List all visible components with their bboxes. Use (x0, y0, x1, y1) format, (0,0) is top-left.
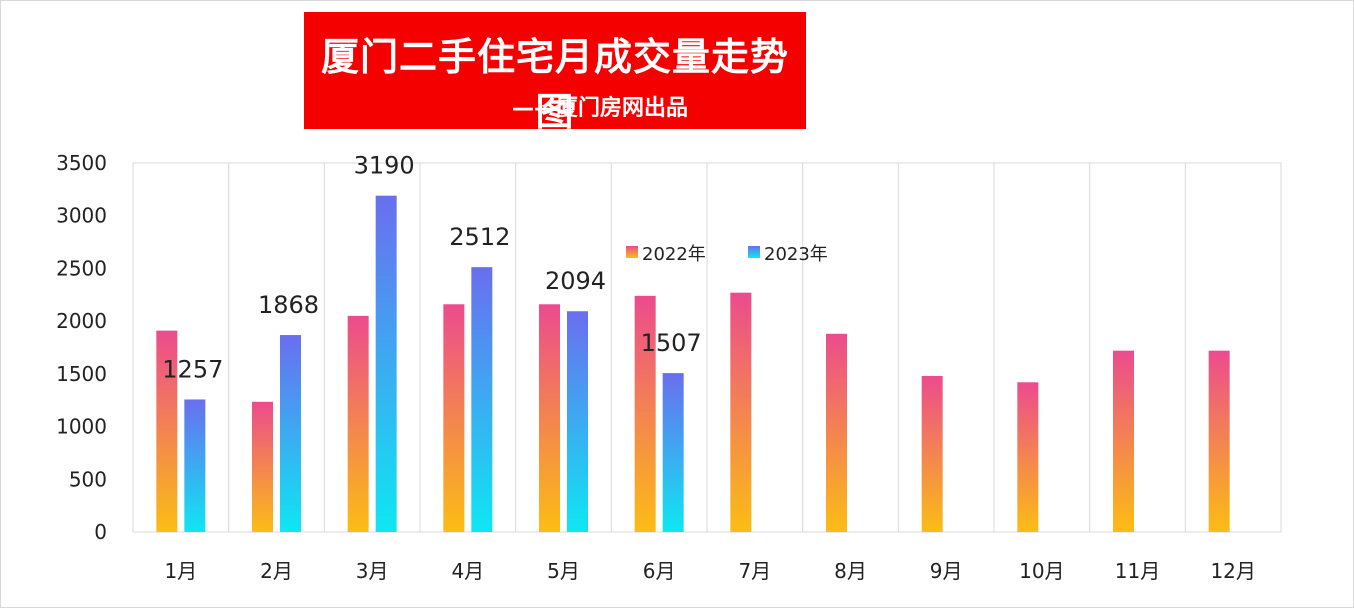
bar-2023 (375, 195, 397, 532)
x-tick-label: 12月 (1210, 559, 1255, 583)
y-tick-label: 3500 (56, 151, 107, 175)
legend-label-2022: 2022年 (642, 244, 706, 265)
x-tick-label: 7月 (738, 559, 771, 583)
y-tick-label: 500 (69, 467, 107, 491)
y-tick-label: 2500 (56, 256, 107, 280)
data-label-2023: 2512 (449, 223, 510, 251)
y-tick-label: 0 (94, 520, 107, 544)
bar-2023 (184, 399, 206, 532)
grid-layer (132, 162, 1282, 533)
data-label-2023: 1868 (258, 291, 319, 319)
x-tick-label: 11月 (1115, 559, 1160, 583)
y-tick-label: 3000 (56, 204, 107, 228)
y-tick-label: 1500 (56, 362, 107, 386)
x-tick-label: 3月 (356, 559, 389, 583)
x-tick-label: 9月 (930, 559, 963, 583)
data-label-2023: 2094 (545, 267, 606, 295)
title-banner: 厦门二手住宅月成交量走势图 ——厦门房网出品 (304, 12, 806, 134)
x-tick-label: 8月 (834, 559, 867, 583)
x-tick-label: 5月 (547, 559, 580, 583)
bar-2022 (156, 330, 178, 532)
bar-2023 (471, 267, 493, 532)
data-label-2023: 1257 (162, 355, 223, 383)
x-tick-label: 4月 (451, 559, 484, 583)
bar-2022 (539, 304, 560, 532)
bar-2022 (347, 315, 369, 532)
bar-2022 (252, 401, 273, 532)
bar-2022 (634, 295, 656, 532)
y-tick-label: 2000 (56, 309, 107, 333)
legend: 2022年 2023年 (626, 244, 828, 265)
label-layer: 0 500 1000 1500 2000 2500 3000 3500 1月 2月 3月 4月 5月 6月… (56, 151, 1256, 583)
bar-2023 (567, 311, 588, 532)
data-label-2023: 1507 (641, 329, 702, 357)
bar-2023 (662, 373, 684, 532)
x-tick-label: 1月 (164, 559, 197, 583)
bar-2022 (1017, 382, 1039, 532)
bar-2022 (730, 292, 752, 532)
bar-2022 (921, 375, 943, 532)
bar-layer (156, 195, 1230, 532)
chart-title: 厦门二手住宅月成交量走势图 (320, 35, 789, 134)
bar-2023 (280, 335, 301, 532)
bar-2022 (1113, 350, 1134, 532)
chart-subtitle: ——厦门房网出品 (511, 96, 688, 121)
bar-2022 (443, 304, 465, 532)
x-tick-label: 10月 (1019, 559, 1064, 583)
legend-swatch-2023 (748, 246, 760, 258)
legend-swatch-2022 (626, 246, 638, 258)
bar-2022 (1208, 350, 1230, 532)
bar-2022 (826, 333, 847, 532)
x-tick-label: 2月 (260, 559, 293, 583)
legend-label-2023: 2023年 (764, 244, 828, 265)
x-tick-label: 6月 (643, 559, 676, 583)
y-tick-label: 1000 (56, 415, 107, 439)
data-label-2023: 3190 (354, 152, 415, 180)
